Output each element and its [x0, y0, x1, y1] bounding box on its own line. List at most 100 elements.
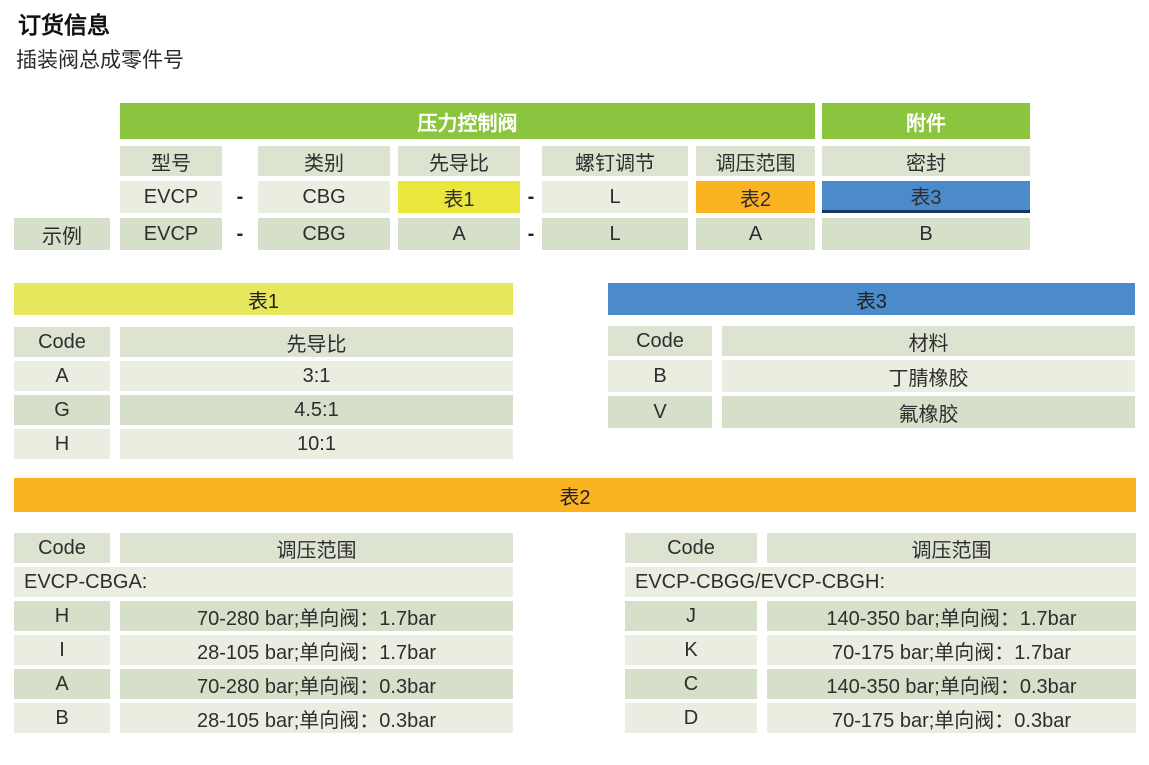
dash-separator: - [527, 185, 535, 208]
example-label: 示例 [14, 218, 110, 250]
spacer [712, 326, 722, 356]
table-row: I 28-105 bar;单向阀：1.7bar [14, 635, 513, 665]
table-row: K 70-175 bar;单向阀：1.7bar [625, 635, 1136, 665]
spacer [757, 533, 767, 563]
table2-header-range: 调压范围 [120, 533, 513, 563]
spacer [14, 146, 120, 176]
table2-group-label: EVCP-CBGG/EVCP-CBGH: [625, 567, 1136, 597]
table2-left-header-row: Code 调压范围 [14, 533, 513, 563]
example-seal: B [822, 218, 1030, 250]
table-row: B 28-105 bar;单向阀：0.3bar [14, 703, 513, 733]
spacer [390, 218, 398, 250]
spacer [815, 146, 822, 176]
spacer [110, 635, 120, 665]
ordering-code-row: EVCP - CBG 表1 - L 表2 表3 [14, 181, 1030, 213]
code-pilot-table1-ref: 表1 [398, 181, 520, 213]
table-row: A 70-280 bar;单向阀：0.3bar [14, 669, 513, 699]
table3-value: 氟橡胶 [722, 396, 1135, 428]
table-row: J 140-350 bar;单向阀：1.7bar [625, 601, 1136, 631]
col-header-seal: 密封 [822, 146, 1030, 176]
page-title: 订货信息 [18, 12, 110, 38]
table2-code: C [625, 669, 757, 699]
col-header-pressure-range: 调压范围 [696, 146, 815, 176]
spacer [110, 669, 120, 699]
table2-code: H [14, 601, 110, 631]
table2-code: D [625, 703, 757, 733]
example-range: A [696, 218, 815, 250]
table2-title: 表2 [14, 478, 1136, 512]
table1-header-value: 先导比 [120, 327, 513, 357]
table2-left: Code 调压范围 EVCP-CBGA: H 70-280 bar;单向阀：1.… [14, 533, 513, 733]
table2-code: I [14, 635, 110, 665]
table2-header-code: Code [625, 533, 757, 563]
spacer [110, 361, 120, 391]
page-subtitle: 插装阀总成零件号 [16, 49, 184, 72]
spacer [815, 103, 822, 139]
table2-header-range: 调压范围 [767, 533, 1136, 563]
table1-value: 3:1 [120, 361, 513, 391]
table1-code: G [14, 395, 110, 425]
table-row: G 4.5:1 [14, 395, 513, 425]
table3-code: B [608, 360, 712, 392]
spacer [14, 181, 120, 213]
spacer [757, 601, 767, 631]
table1-code: H [14, 429, 110, 459]
table2-code: K [625, 635, 757, 665]
spacer [520, 146, 542, 176]
ordering-example-row: 示例 EVCP - CBG A - L A B [14, 218, 1030, 250]
spacer [110, 429, 120, 459]
spacer [513, 533, 625, 733]
spacer [815, 181, 822, 213]
spacer [712, 360, 722, 392]
table2-range: 28-105 bar;单向阀：1.7bar [120, 635, 513, 665]
table-row: H 10:1 [14, 429, 513, 459]
code-screw: L [542, 181, 688, 213]
table1-pilot-ratio: 表1 Code 先导比 A 3:1 G 4.5:1 H 10:1 [14, 283, 513, 459]
table2-range: 28-105 bar;单向阀：0.3bar [120, 703, 513, 733]
table1-code: A [14, 361, 110, 391]
table-row: B 丁腈橡胶 [608, 360, 1135, 392]
table2-header-code: Code [14, 533, 110, 563]
col-header-category: 类别 [258, 146, 390, 176]
spacer [757, 669, 767, 699]
example-model: EVCP [120, 218, 222, 250]
table2-right-header-row: Code 调压范围 [625, 533, 1136, 563]
spacer [110, 703, 120, 733]
table-row: H 70-280 bar;单向阀：1.7bar [14, 601, 513, 631]
col-header-model: 型号 [120, 146, 222, 176]
spacer [390, 181, 398, 213]
spacer [757, 703, 767, 733]
table2-range: 140-350 bar;单向阀：1.7bar [767, 601, 1136, 631]
spacer [757, 635, 767, 665]
table-row: C 140-350 bar;单向阀：0.3bar [625, 669, 1136, 699]
code-seal-table3-ref: 表3 [822, 181, 1030, 213]
spacer [222, 146, 258, 176]
table2-pressure-range: 表2 Code 调压范围 EVCP-CBGA: H 70-280 bar;单向阀… [14, 478, 1136, 733]
table3-header-row: Code 材料 [608, 326, 1135, 356]
table-row: D 70-175 bar;单向阀：0.3bar [625, 703, 1136, 733]
spacer [110, 218, 120, 250]
table1-title: 表1 [14, 283, 513, 315]
dash-separator: - [527, 222, 535, 245]
example-category: CBG [258, 218, 390, 250]
spacer [14, 103, 120, 139]
table2-code: A [14, 669, 110, 699]
table2-range: 70-280 bar;单向阀：0.3bar [120, 669, 513, 699]
spacer [688, 146, 696, 176]
table3-header-value: 材料 [722, 326, 1135, 356]
example-screw: L [542, 218, 688, 250]
spacer [110, 601, 120, 631]
col-header-screw-adjust: 螺钉调节 [542, 146, 688, 176]
code-category: CBG [258, 181, 390, 213]
table2-left-group-row: EVCP-CBGA: [14, 567, 513, 597]
spacer [110, 533, 120, 563]
ordering-header-row: 型号 类别 先导比 螺钉调节 调压范围 密封 [14, 146, 1030, 176]
table2-code: J [625, 601, 757, 631]
table3-seal-material: 表3 Code 材料 B 丁腈橡胶 V 氟橡胶 [608, 283, 1135, 428]
table2-right-group-row: EVCP-CBGG/EVCP-CBGH: [625, 567, 1136, 597]
table-row: V 氟橡胶 [608, 396, 1135, 428]
table3-title: 表3 [608, 283, 1135, 315]
ordering-banner-row: 压力控制阀 附件 [14, 103, 1030, 139]
table2-range: 70-175 bar;单向阀：0.3bar [767, 703, 1136, 733]
